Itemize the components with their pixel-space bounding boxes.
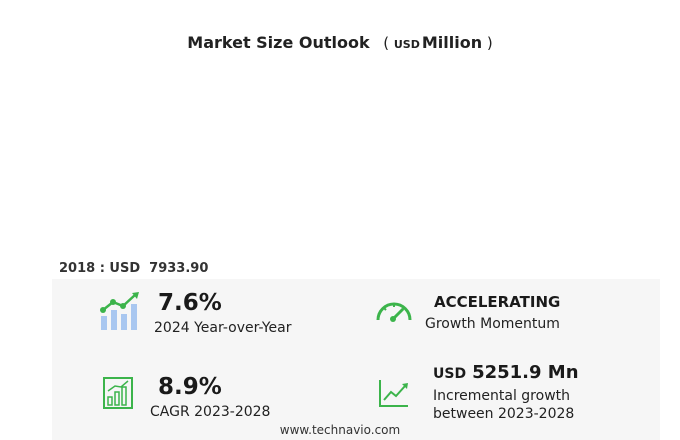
chart-title-text: Market Size Outlook xyxy=(187,33,370,52)
momentum-value: ACCELERATING xyxy=(434,293,561,311)
trend-line-icon xyxy=(379,380,408,407)
base-year-label: 2018 : USD xyxy=(59,261,141,276)
cagr-value: 8.9% xyxy=(158,374,222,400)
chart-unit-currency: USD xyxy=(393,38,420,51)
chart-title: Market Size Outlook ( USD Million ) xyxy=(0,33,680,52)
footer-url: www.technavio.com xyxy=(279,423,401,437)
rising-bars-icon xyxy=(100,292,139,330)
base-year-value: 7933.90 xyxy=(149,261,209,276)
chart-unit: ( USD Million ) xyxy=(383,33,493,52)
yoy-label: 2024 Year-over-Year xyxy=(154,320,292,336)
metrics-panel: 7.6% 2024 Year-over-Year ACCELERATING Gr… xyxy=(52,279,660,440)
cagr-label: CAGR 2023-2028 xyxy=(150,404,271,420)
yoy-value: 7.6% xyxy=(158,290,222,316)
momentum-label: Growth Momentum xyxy=(425,316,560,332)
incremental-label-line1: Incremental growth xyxy=(433,388,571,404)
incremental-currency: USD xyxy=(433,366,467,382)
bar-growth-icon xyxy=(103,377,133,409)
speedometer-icon xyxy=(376,302,412,322)
incremental-value: USD 5251.9 Mn xyxy=(433,362,579,385)
base-year-line: 2018 : USD 7933.90 xyxy=(59,261,208,276)
incremental-amount: 5251.9 Mn xyxy=(472,362,579,383)
chart-plot-area xyxy=(0,65,680,245)
incremental-label-line2: between 2023-2028 xyxy=(433,406,575,422)
chart-unit-scale: Million xyxy=(421,33,483,52)
